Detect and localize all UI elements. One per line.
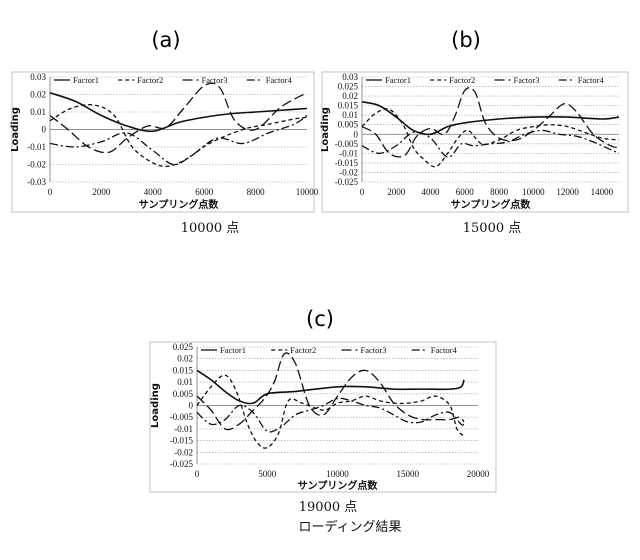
x-tick-label: 6000 xyxy=(456,187,475,197)
chart-c: 0.0250.020.0150.010.0050-0.005-0.01-0.01… xyxy=(149,341,497,493)
y-tick-label: -0.025 xyxy=(335,177,359,187)
y-tick-label: -0.005 xyxy=(335,139,359,149)
x-tick-label: 0 xyxy=(360,187,365,197)
y-tick-label: -0.02 xyxy=(174,447,193,457)
x-tick-label: 0 xyxy=(48,187,53,197)
x-tick-label: 10000 xyxy=(326,469,349,479)
y-tick-label: 0.01 xyxy=(342,110,358,120)
y-tick-label: 0.005 xyxy=(173,389,194,399)
chart-a: 0.030.020.010-0.01-0.02-0.030 2000 4000 600… xyxy=(10,71,319,213)
legend-entry: Factor2 xyxy=(449,75,475,85)
legend-entry: Factor2 xyxy=(137,75,163,85)
panel-b-label: (b) xyxy=(451,28,481,52)
series-line-factor3 xyxy=(49,82,308,154)
y-tick-label: -0.005 xyxy=(170,412,194,422)
legend-entry: Factor3 xyxy=(514,75,540,85)
legend-entry: Factor2 xyxy=(290,345,316,355)
y-tick-label: 0.025 xyxy=(338,82,359,92)
chart-b: 0.030.0250.020.0150.010.0050-0.005-0.01-… xyxy=(320,71,629,213)
series-line-factor4 xyxy=(49,114,308,166)
y-tick-label: 0.02 xyxy=(177,354,193,364)
y-tick-label: -0.03 xyxy=(27,177,46,187)
figure-caption: ローディング結果 xyxy=(298,519,401,535)
x-tick-label: 2000 xyxy=(92,187,111,197)
x-axis-title: サンプリング点数 xyxy=(298,479,379,492)
y-tick-label: -0.02 xyxy=(339,167,358,177)
series-line-factor2 xyxy=(49,104,308,168)
y-tick-label: 0.015 xyxy=(173,365,194,375)
y-tick-label: -0.025 xyxy=(170,459,194,469)
x-tick-label: 5000 xyxy=(258,469,277,479)
legend-entry: Factor1 xyxy=(73,75,99,85)
legend-entry: Factor1 xyxy=(220,345,246,355)
x-tick-label: 10000 xyxy=(522,187,545,197)
y-tick-label: -0.02 xyxy=(27,160,46,170)
panel-a-label: (a) xyxy=(151,28,180,52)
series-line-factor1 xyxy=(361,101,620,136)
panel-a-caption: 10000 点 xyxy=(181,221,240,236)
y-axis-title: Loading xyxy=(320,107,331,152)
panel-c-label: (c) xyxy=(306,307,334,331)
x-tick-label: 6000 xyxy=(195,187,214,197)
chart-frame xyxy=(149,341,497,493)
x-tick-label: 12000 xyxy=(556,187,579,197)
series-line-factor2 xyxy=(196,374,465,449)
y-tick-label: 0.02 xyxy=(30,90,46,100)
y-tick-label: 0 xyxy=(42,125,47,135)
y-tick-label: 0 xyxy=(354,129,359,139)
x-tick-label: 15000 xyxy=(397,469,420,479)
chart-frame xyxy=(11,71,315,213)
legend-entry: Factor3 xyxy=(202,75,228,85)
y-tick-label: -0.015 xyxy=(335,158,359,168)
panel-c-caption: 19000 点 xyxy=(299,500,358,515)
x-tick-label: 0 xyxy=(195,469,200,479)
series-line-factor2 xyxy=(361,108,620,168)
x-tick-label: 10000 xyxy=(296,187,319,197)
legend-entry: Factor4 xyxy=(266,75,293,85)
legend-entry: Factor3 xyxy=(361,345,387,355)
series-line-factor4 xyxy=(196,397,465,433)
y-tick-label: -0.01 xyxy=(174,424,193,434)
x-axis-title: サンプリング点数 xyxy=(451,198,532,211)
y-tick-label: 0.03 xyxy=(342,72,358,82)
series-line-factor3 xyxy=(196,352,465,431)
y-tick-label: -0.01 xyxy=(27,142,46,152)
x-tick-label: 20000 xyxy=(467,469,490,479)
y-tick-label: 0.01 xyxy=(30,107,46,117)
y-axis-title: Loading xyxy=(10,107,21,152)
series-line-factor3 xyxy=(361,87,620,158)
y-tick-label: 0.03 xyxy=(30,72,46,82)
x-tick-label: 8000 xyxy=(247,187,266,197)
legend-entry: Factor1 xyxy=(385,75,411,85)
x-tick-label: 4000 xyxy=(422,187,441,197)
x-tick-label: 2000 xyxy=(387,187,406,197)
legend-entry: Factor4 xyxy=(578,75,605,85)
x-axis-title: サンプリング点数 xyxy=(139,198,220,211)
chart-frame xyxy=(321,71,629,213)
y-tick-label: 0 xyxy=(189,401,194,411)
y-tick-label: 0.005 xyxy=(338,120,359,130)
series-line-factor1 xyxy=(196,369,465,405)
series-line-factor4 xyxy=(361,129,620,158)
series-line-factor1 xyxy=(49,91,308,133)
x-tick-label: 14000 xyxy=(591,187,614,197)
panel-b-caption: 15000 点 xyxy=(463,221,522,236)
x-tick-label: 8000 xyxy=(490,187,509,197)
y-tick-label: -0.015 xyxy=(170,436,194,446)
y-tick-label: -0.01 xyxy=(339,148,358,158)
y-tick-label: 0.02 xyxy=(342,91,358,101)
legend-entry: Factor4 xyxy=(431,345,458,355)
x-tick-label: 4000 xyxy=(144,187,163,197)
y-axis-title: Loading xyxy=(150,383,161,428)
y-tick-label: 0.015 xyxy=(338,101,359,111)
y-tick-label: 0.01 xyxy=(177,377,193,387)
y-tick-label: 0.025 xyxy=(173,342,194,352)
